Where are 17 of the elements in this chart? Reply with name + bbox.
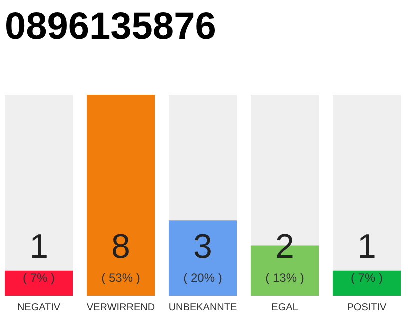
bar [5, 270, 74, 296]
data-label: 1 [358, 228, 376, 266]
data-label: 1 [30, 228, 48, 266]
annotation: ( 20% ) [184, 271, 222, 285]
chart-title: 0896135876 [5, 6, 216, 48]
x-tick-label: VERWIRREND [86, 302, 156, 314]
x-tick-label: EGAL [272, 302, 299, 314]
x-tick-label: NEGATIV [17, 302, 61, 314]
annotation: ( 13% ) [266, 271, 304, 285]
data-label: 3 [194, 228, 212, 266]
annotation: ( 7% ) [23, 271, 56, 285]
bar [332, 270, 401, 296]
annotation: ( 7% ) [350, 271, 383, 285]
annotation: ( 53% ) [102, 271, 140, 285]
x-tick-label: UNBEKANNTE [168, 302, 238, 314]
x-tick-label: POSITIV [347, 302, 388, 314]
data-label: 8 [112, 228, 130, 266]
